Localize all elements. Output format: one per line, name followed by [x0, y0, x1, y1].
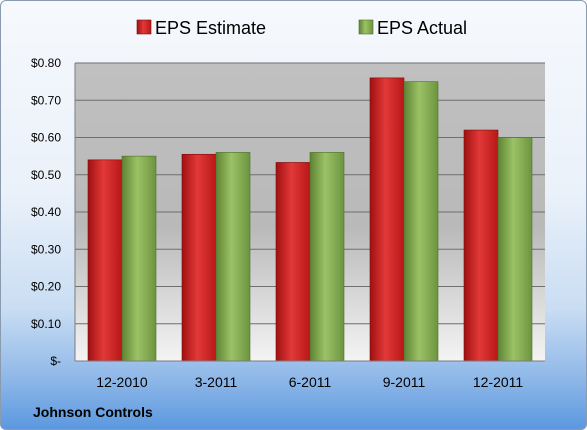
y-tick-label: $0.30: [31, 242, 61, 256]
legend-swatch-estimate: [136, 19, 152, 35]
legend-swatch-actual: [358, 19, 374, 35]
x-tick-label: 12-2011: [473, 374, 524, 390]
x-tick-label: 12-2010: [96, 374, 148, 390]
bar-eps-actual: [497, 137, 533, 362]
y-tick-label: $0.70: [31, 93, 61, 107]
bar-eps-estimate: [369, 77, 405, 362]
y-tick-label: $0.20: [31, 280, 61, 294]
bar-eps-actual: [215, 152, 251, 362]
legend-item-actual: EPS Actual: [358, 18, 467, 38]
x-tick-label: 9-2011: [383, 374, 426, 390]
y-axis-ticks: $- $0.10 $0.20 $0.30 $0.40 $0.50 $0.60 $0.70 $0.…: [31, 56, 61, 368]
bar-eps-estimate: [87, 159, 123, 362]
company-label: Johnson Controls: [33, 404, 153, 420]
bar-eps-estimate: [275, 162, 311, 362]
legend: EPS Estimate EPS Actual: [136, 18, 467, 38]
y-tick-label: $0.80: [31, 56, 61, 70]
legend-item-estimate: EPS Estimate: [136, 18, 266, 38]
y-tick-label: $0.10: [31, 317, 61, 331]
legend-label-estimate: EPS Estimate: [155, 18, 266, 38]
x-tick-label: 3-2011: [195, 374, 238, 390]
y-tick-label: $0.60: [31, 131, 61, 145]
y-tick-label: $0.40: [31, 205, 61, 219]
x-axis-ticks: 12-2010 3-2011 6-2011 9-2011 12-2011: [96, 374, 523, 390]
y-tick-label: $-: [50, 354, 61, 368]
bar-eps-actual: [121, 155, 157, 362]
bar-eps-actual: [403, 81, 439, 362]
bar-eps-actual: [309, 152, 345, 362]
bar-eps-estimate: [181, 153, 217, 362]
bar-eps-estimate: [463, 129, 499, 362]
x-tick-label: 6-2011: [289, 374, 332, 390]
y-tick-label: $0.50: [31, 168, 61, 182]
bars: [87, 77, 533, 362]
legend-label-actual: EPS Actual: [377, 18, 467, 38]
